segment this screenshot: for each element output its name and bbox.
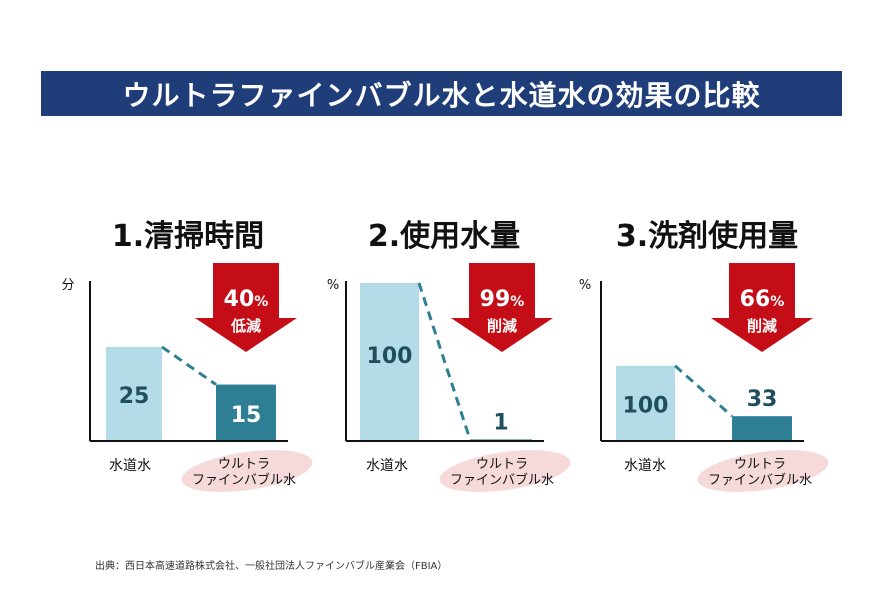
trend-connector-1 [161, 345, 217, 386]
chart-title-3: 3.洗剤使用量 [616, 219, 798, 254]
category-label-ufb-water-1-line-2: ファインバブル水 [192, 472, 296, 488]
trend-connector-3 [674, 364, 733, 418]
category-label-ufb-water-3-line-1: ウルトラ [734, 457, 786, 472]
category-label-ufb-water-2-line-1: ウルトラ [476, 457, 528, 472]
data-label-1-1: 25 [119, 384, 150, 409]
data-label-2-1: 100 [367, 344, 413, 369]
bar-ufb-water-1 [216, 384, 276, 441]
page-title: ウルトラファインバブル水と水道水の効果の比較 [122, 78, 761, 112]
reduction-label-3: 削減 [747, 317, 777, 335]
reduction-label-1: 低減 [230, 317, 261, 335]
reduction-unit-3: % [770, 294, 784, 310]
title-bar: ウルトラファインバブル水と水道水の効果の比較 [41, 71, 842, 116]
category-label-tap-water-2: 水道水 [366, 458, 408, 474]
y-axis-label-2: % [327, 278, 339, 293]
reduction-label-2: 削減 [487, 317, 517, 335]
y-axis-label-1: 分 [61, 278, 74, 293]
data-label-1-2: 15 [231, 403, 262, 428]
reduction-value-2: 99% [480, 287, 525, 312]
data-label-2-2: 1 [493, 410, 508, 435]
category-highlight-3 [697, 450, 829, 492]
data-label-3-2: 33 [747, 387, 778, 412]
chart-title-2: 2.使用水量 [368, 219, 520, 254]
reduction-arrow-1 [195, 263, 297, 352]
bar-tap-water-1 [106, 346, 162, 441]
reduction-arrow-3 [711, 263, 813, 352]
category-label-tap-water-3: 水道水 [624, 458, 666, 474]
category-label-ufb-water-2-line-2: ファインバブル水 [450, 472, 554, 488]
reduction-number-2: 99 [480, 287, 511, 312]
reduction-value-1: 40% [224, 287, 269, 312]
reduction-number-1: 40 [224, 287, 255, 312]
trend-connector-2 [417, 282, 472, 440]
bar-ufb-water-3 [732, 416, 792, 441]
chart-title-1: 1.清掃時間 [112, 219, 264, 254]
reduction-value-3: 66% [740, 287, 785, 312]
bar-tap-water-2 [360, 283, 419, 441]
category-label-tap-water-1: 水道水 [109, 458, 151, 474]
data-label-3-1: 100 [623, 393, 669, 418]
source-note: 出典：西日本高速道路株式会社、一般社団法人ファインバブル産業会（FBIA） [95, 561, 448, 572]
category-highlight-1 [181, 450, 313, 492]
category-label-ufb-water-3-line-2: ファインバブル水 [708, 472, 812, 488]
bar-tap-water-3 [616, 365, 675, 441]
category-label-ufb-water-1-line-1: ウルトラ [218, 457, 270, 472]
y-axis-label-3: % [579, 278, 591, 293]
reduction-unit-2: % [510, 294, 524, 310]
reduction-arrow-2 [451, 263, 553, 352]
reduction-unit-1: % [254, 294, 268, 310]
category-highlight-2 [439, 450, 571, 492]
reduction-number-3: 66 [740, 287, 771, 312]
